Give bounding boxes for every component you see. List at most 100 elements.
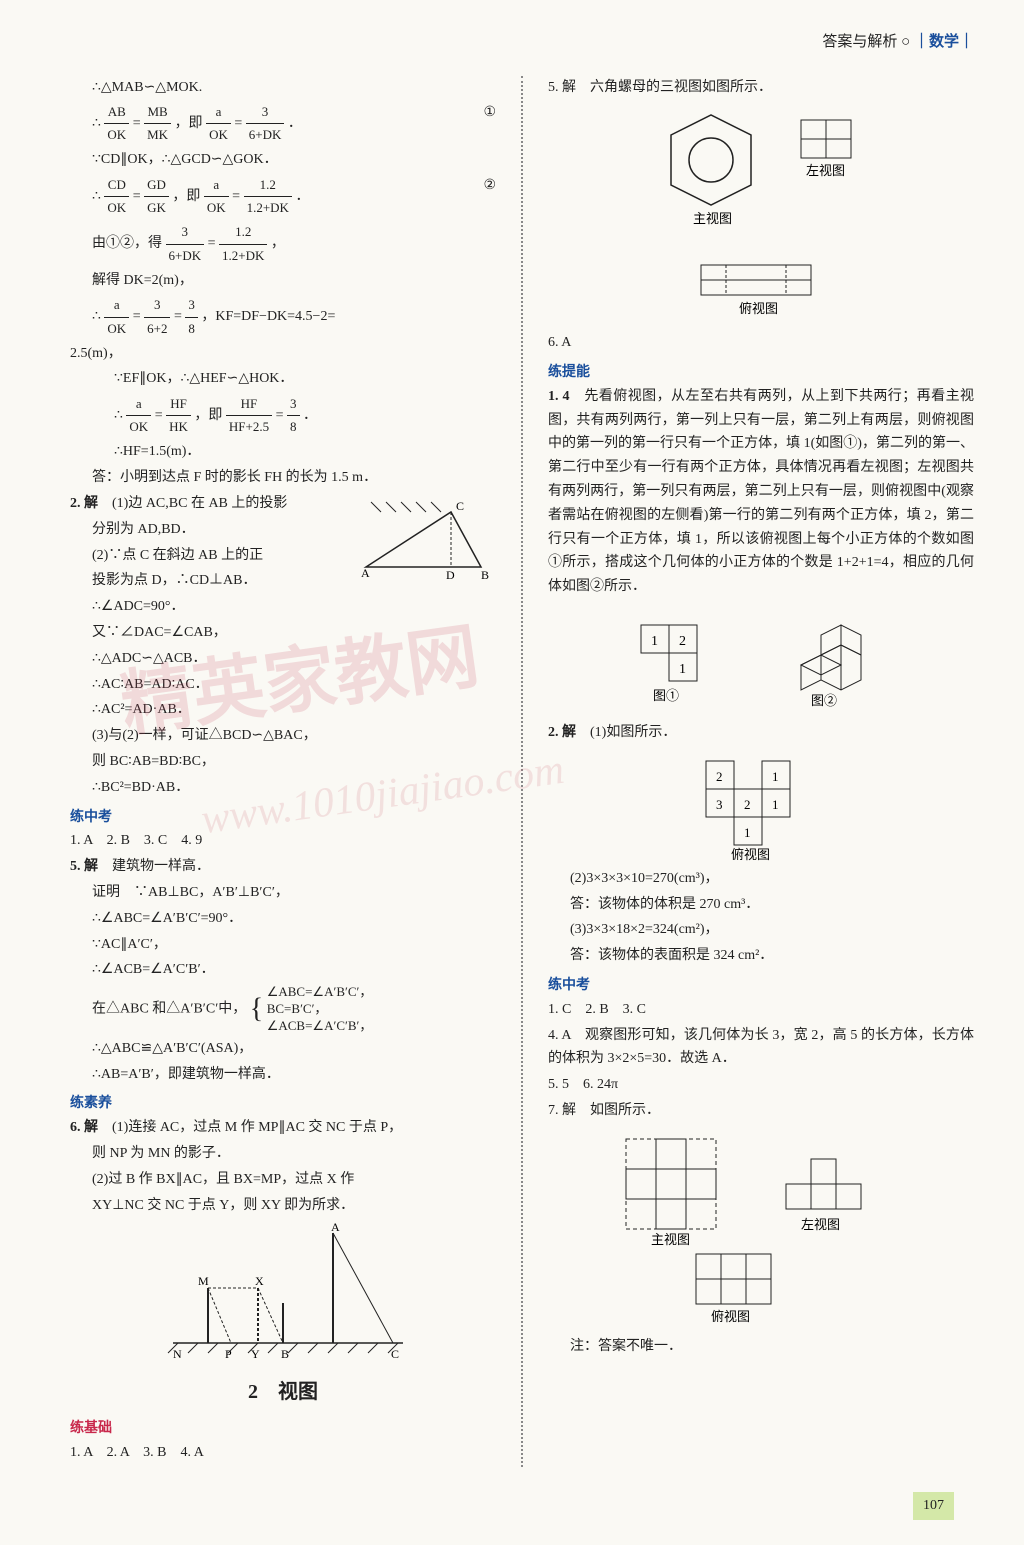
text-line: (2)过 B 作 BX∥AC，且 BX=MP，过点 X 作 — [70, 1168, 496, 1192]
text-line: 6. A — [548, 331, 974, 355]
fraction: 38 — [185, 294, 198, 339]
svg-text:2: 2 — [679, 634, 686, 649]
text-line: (3)3×3×18×2=324(cm²)， — [548, 918, 974, 942]
svg-text:左视图: 左视图 — [806, 163, 845, 178]
fraction: aOK — [104, 294, 129, 339]
svg-text:N: N — [173, 1347, 182, 1361]
two-columns: ∴△MAB∽△MOK. ∴ ABOK = MBMK ，即 aOK = 36+DK… — [70, 76, 974, 1468]
fraction: HFHF+2.5 — [226, 393, 272, 438]
svg-text:B: B — [481, 568, 489, 582]
text-line: 答：小明到达点 F 时的影长 FH 的长为 1.5 m． — [70, 466, 496, 490]
svg-text:俯视图: 俯视图 — [731, 847, 770, 861]
text-line: 则 BC∶AB=BD∶BC， — [70, 750, 496, 774]
text-line: ∴HF=1.5(m)． — [70, 440, 496, 464]
svg-text:1: 1 — [772, 797, 779, 812]
fraction: aOK — [206, 101, 231, 146]
cube-count-figures: 1 2 1 图① 图② — [548, 605, 974, 715]
section-heading: 练中考 — [70, 806, 496, 830]
text-line: ∵CD∥OK，∴△GCD∽△GOK． — [70, 148, 496, 172]
fraction: aOK — [204, 174, 229, 219]
svg-text:2: 2 — [716, 769, 723, 784]
text-line: (3)与(2)一样，可证△BCD∽△BAC， — [70, 724, 496, 748]
svg-text:俯视图: 俯视图 — [711, 1309, 750, 1324]
svg-text:C: C — [456, 499, 464, 513]
svg-text:图①: 图① — [653, 688, 679, 703]
svg-text:M: M — [198, 1274, 209, 1288]
brace-icon: { — [250, 994, 263, 1025]
text-line: 4. A 观察图形可知，该几何体为长 3，宽 2，高 5 的长方体，长方体的体积… — [548, 1024, 974, 1072]
text-line: 2. 解 (1)如图所示． — [548, 721, 974, 745]
svg-text:主视图: 主视图 — [693, 211, 732, 226]
svg-text:A: A — [331, 1223, 340, 1234]
text-line: 投影为点 D，∴CD⊥AB． — [70, 569, 356, 593]
fraction: aOK — [126, 393, 151, 438]
right-column: 5. 解 六角螺母的三视图如图所示． 主视图 左视图 — [548, 76, 974, 1468]
svg-text:1: 1 — [651, 634, 658, 649]
svg-text:俯视图: 俯视图 — [739, 301, 778, 316]
triangle-figure: A C D B — [356, 492, 496, 582]
fraction: 1.21.2+DK — [219, 221, 267, 266]
svg-text:左视图: 左视图 — [801, 1217, 840, 1232]
text-line: 则 NP 为 MN 的影子． — [70, 1142, 496, 1166]
text-line: ∵EF∥OK，∴△HEF∽△HOK． — [70, 367, 496, 391]
svg-text:3: 3 — [716, 797, 723, 812]
text-line: 答：该物体的体积是 270 cm³． — [548, 893, 974, 917]
fraction: CDOK — [104, 174, 129, 219]
section-heading: 练提能 — [548, 361, 974, 385]
fraction: HFHK — [166, 393, 191, 438]
text-line: ∴∠ADC=90°． — [70, 595, 496, 619]
text-line: 2. 解 (1)边 AC,BC 在 AB 上的投影 — [70, 492, 356, 516]
fraction: MBMK — [144, 101, 171, 146]
text-line: 6. 解 (1)连接 AC，过点 M 作 MP∥AC 交 NC 于点 P， — [70, 1116, 496, 1140]
text-line: ∴AC∶AB=AD∶AC． — [70, 673, 496, 697]
text-line: 证明 ∵AB⊥BC，A′B′⊥B′C′， — [70, 881, 496, 905]
text-line: ∴ CDOK = GDGK ，即 aOK = 1.21.2+DK ． ② — [70, 174, 496, 219]
text-line: 1. A 2. A 3. B 4. A — [70, 1441, 496, 1465]
fraction: 36+DK — [246, 101, 285, 146]
fraction: 1.21.2+DK — [244, 174, 292, 219]
text-line: ∴AC²=AD·AB． — [70, 698, 496, 722]
fraction: GDGK — [144, 174, 169, 219]
page-number: 107 — [913, 1492, 954, 1520]
fraction: 36+2 — [144, 294, 170, 339]
top-view-grid: 2 1 3 2 1 1 俯视图 — [548, 751, 974, 861]
text-line: 1. A 2. B 3. C 4. 9 — [70, 829, 496, 853]
svg-text:B: B — [281, 1347, 289, 1361]
text-line: 5. 解 六角螺母的三视图如图所示． — [548, 76, 974, 100]
equation-mark: ① — [483, 101, 496, 125]
header-subject: ｜数学｜ — [914, 34, 974, 50]
text-line: 1. 4 先看俯视图，从左至右共有两列，从上到下共两行；再看主视图，共有两列两行… — [548, 385, 974, 599]
svg-text:A: A — [361, 566, 370, 580]
page-header: 答案与解析 ○ ｜数学｜ — [70, 30, 974, 56]
svg-text:1: 1 — [772, 769, 779, 784]
text-line: ∵AC∥A′C′， — [70, 933, 496, 957]
text-line: 5. 解 建筑物一样高． — [70, 855, 496, 879]
text-line: (2)3×3×3×10=270(cm³)， — [548, 867, 974, 891]
section-heading: 练素养 — [70, 1092, 496, 1116]
text-line: 5. 5 6. 24π — [548, 1073, 974, 1097]
equation-mark: ② — [483, 174, 496, 198]
svg-text:X: X — [255, 1274, 264, 1288]
text-line: (2)∵点 C 在斜边 AB 上的正 — [70, 544, 356, 568]
text-line: 答：该物体的表面积是 324 cm²． — [548, 944, 974, 968]
section-heading: 练中考 — [548, 974, 974, 998]
text-line: 分别为 AD,BD． — [70, 518, 356, 542]
svg-text:1: 1 — [679, 662, 686, 677]
shadow-figure: A M X N P Y B C — [70, 1223, 496, 1363]
svg-text:1: 1 — [744, 825, 751, 840]
svg-text:P: P — [225, 1347, 232, 1361]
text-line: 2.5(m)， — [70, 342, 496, 366]
text-line: 解得 DK=2(m)， — [70, 269, 496, 293]
text-line: ∴BC²=BD·AB． — [70, 776, 496, 800]
text-line: 又∵∠DAC=∠CAB， — [70, 621, 496, 645]
svg-text:Y: Y — [251, 1347, 260, 1361]
left-column: ∴△MAB∽△MOK. ∴ ABOK = MBMK ，即 aOK = 36+DK… — [70, 76, 496, 1468]
svg-text:图②: 图② — [811, 693, 837, 708]
fraction: ABOK — [104, 101, 129, 146]
text-line: ∴ ABOK = MBMK ，即 aOK = 36+DK ． ① — [70, 101, 496, 146]
svg-text:C: C — [391, 1347, 399, 1361]
text-line: 7. 解 如图所示． — [548, 1099, 974, 1123]
text-line: ∴AB=A′B′，即建筑物一样高． — [70, 1063, 496, 1087]
text-line: 1. C 2. B 3. C — [548, 998, 974, 1022]
text-line: ∴△MAB∽△MOK. — [70, 76, 496, 100]
